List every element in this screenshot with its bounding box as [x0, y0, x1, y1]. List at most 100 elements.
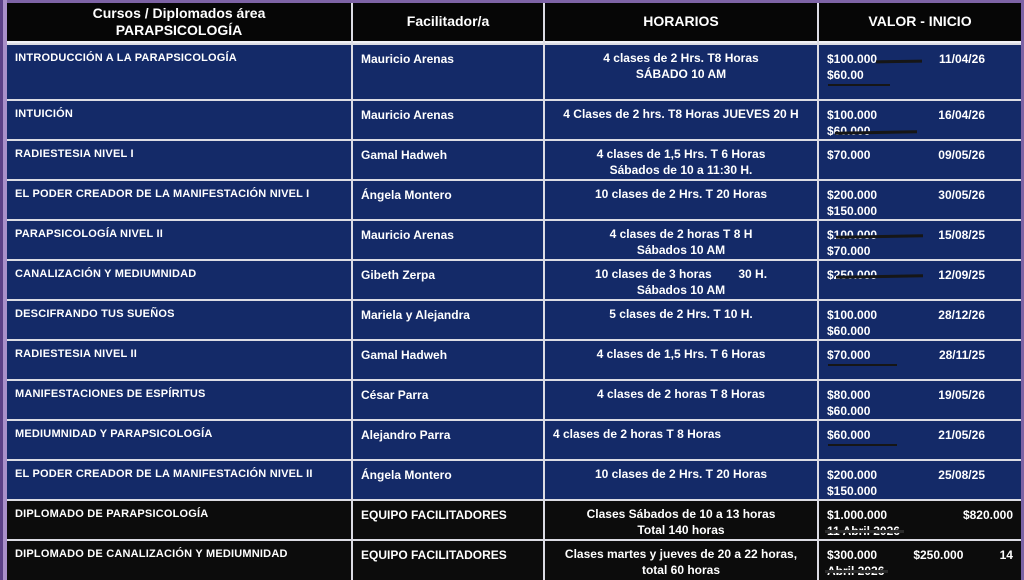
- schedule-line: 10 clases de 2 Hrs. T 20 Horas: [594, 187, 768, 201]
- price-value: $60.000: [827, 404, 871, 419]
- schedule-line: Clases martes y jueves de 20 a 22 horas,: [564, 547, 798, 561]
- price-value: 14: [999, 548, 1013, 562]
- start-date: 30/05/26: [938, 188, 985, 202]
- courses-table: Cursos / Diplomados área PARAPSICOLOGÍA …: [7, 3, 1021, 580]
- valor-line: $60.000: [827, 123, 1013, 139]
- valor-cell: $200.000 25/08/25 $150.000: [819, 461, 1021, 499]
- valor-line: 11 Abril 2026: [825, 523, 1013, 539]
- price-value: $100.000: [827, 52, 878, 66]
- header-courses-line1: Cursos / Diplomados área: [92, 4, 266, 21]
- schedule-line: 4 Clases de 2 hrs. T8 Horas JUEVES 20 H: [563, 107, 799, 121]
- valor-cell: $100.000 28/12/26 $60.000: [819, 301, 1021, 339]
- course-cell: MEDIUMNIDAD Y PARAPSICOLOGÍA: [7, 421, 351, 459]
- facilitator-cell: EQUIPO FACILITADORES: [353, 541, 543, 580]
- schedule-line: Total 140 horas: [637, 523, 725, 538]
- valor-line: $80.000 19/05/26: [827, 387, 1013, 403]
- facilitator-cell: César Parra: [353, 381, 543, 419]
- facilitator-cell: EQUIPO FACILITADORES: [353, 501, 543, 539]
- course-cell: PARAPSICOLOGÍA NIVEL II: [7, 221, 351, 259]
- facilitator-cell: Gamal Hadweh: [353, 141, 543, 179]
- schedule-line: 4 clases de 2 horas T 8 H: [609, 227, 753, 241]
- schedule-line: SÁBADO 10 AM: [635, 67, 727, 82]
- schedule-line: Sábados 10 AM: [636, 243, 726, 258]
- price-value: $60.00: [827, 68, 890, 87]
- course-cell: DESCIFRANDO TUS SUEÑOS: [7, 301, 351, 339]
- valor-line: $60.00: [827, 67, 1013, 87]
- facilitator-cell: Gibeth Zerpa: [353, 261, 543, 299]
- price-value: $300.000: [827, 548, 878, 562]
- header-facilitator: Facilitador/a: [353, 3, 543, 43]
- price-value: Abril 2026: [824, 564, 889, 579]
- schedule-cell: 10 clases de 3 horas 30 H. Sábados 10 AM: [545, 261, 817, 299]
- schedule-line: 10 clases de 3 horas 30 H.: [594, 267, 768, 281]
- course-cell: INTRODUCCIÓN A LA PARAPSICOLOGÍA: [7, 45, 351, 99]
- price-value: $100.000: [827, 108, 878, 122]
- valor-line: $70.000 28/11/25: [827, 347, 1013, 367]
- schedule-line: total 60 horas: [641, 563, 721, 578]
- start-date: 21/05/26: [938, 428, 985, 442]
- course-cell: EL PODER CREADOR DE LA MANIFESTACIÓN NIV…: [7, 181, 351, 219]
- price-value: $100.000: [827, 308, 878, 322]
- schedule-cell: 4 clases de 2 horas T 8 H Sábados 10 AM: [545, 221, 817, 259]
- schedule-line: 10 clases de 2 Hrs. T 20 Horas: [594, 467, 768, 481]
- valor-line: $100.000 15/08/25: [827, 227, 1013, 243]
- price-value: $250.000: [827, 268, 878, 282]
- start-date: 28/11/25: [938, 348, 985, 362]
- start-date: 15/08/25: [938, 228, 985, 242]
- schedule-line: 4 clases de 1,5 Hrs. T 6 Horas: [596, 347, 766, 361]
- valor-line: $1.000.000 $820.000: [827, 507, 1013, 523]
- valor-line: $300.000 $250.000 14: [827, 547, 1013, 563]
- schedule-line: Clases Sábados de 10 a 13 horas: [586, 507, 776, 521]
- header-facilitator-label: Facilitador/a: [406, 13, 490, 30]
- schedule-cell: 4 clases de 2 Hrs. T8 Horas SÁBADO 10 AM: [545, 45, 817, 99]
- valor-cell: $250.000 12/09/25: [819, 261, 1021, 299]
- schedule-line: 4 clases de 1,5 Hrs. T 6 Horas: [596, 147, 766, 161]
- valor-cell: $80.000 19/05/26 $60.000: [819, 381, 1021, 419]
- valor-cell: $60.000 21/05/26: [819, 421, 1021, 459]
- valor-line: $150.000: [827, 483, 1013, 499]
- schedule-line: Sábados 10 AM: [636, 283, 726, 298]
- price-value: $150.000: [827, 484, 878, 499]
- header-value: VALOR - INICIO: [819, 3, 1021, 43]
- valor-line: $250.000 12/09/25: [827, 267, 1013, 283]
- schedule-cell: 4 clases de 1,5 Hrs. T 6 Horas: [545, 341, 817, 379]
- valor-cell: $100.000 15/08/25 $70.000: [819, 221, 1021, 259]
- header-value-label: VALOR - INICIO: [868, 13, 972, 30]
- valor-line: $60.000 21/05/26: [827, 427, 1013, 447]
- valor-line: $60.000: [827, 403, 1013, 419]
- course-cell: RADIESTESIA NIVEL I: [7, 141, 351, 179]
- valor-cell: $1.000.000 $820.000 11 Abril 2026: [819, 501, 1021, 539]
- valor-line: Abril 2026: [824, 563, 1013, 579]
- schedule-line: 5 clases de 2 Hrs. T 10 H.: [609, 307, 753, 321]
- header-schedule: HORARIOS: [545, 3, 817, 43]
- schedule-cell: 10 clases de 2 Hrs. T 20 Horas: [545, 181, 817, 219]
- start-date: 16/04/26: [938, 108, 985, 122]
- price-value: $80.000: [827, 388, 871, 402]
- price-value: $1.000.000: [827, 508, 888, 522]
- valor-cell: $100.000 16/04/26 $60.000: [819, 101, 1021, 139]
- price-value: $150.000: [827, 204, 878, 219]
- valor-cell: $200.000 30/05/26 $150.000: [819, 181, 1021, 219]
- course-cell: CANALIZACIÓN Y MEDIUMNIDAD: [7, 261, 351, 299]
- start-date: 12/09/25: [938, 268, 985, 282]
- course-cell: INTUICIÓN: [7, 101, 351, 139]
- course-cell: RADIESTESIA NIVEL II: [7, 341, 351, 379]
- header-schedule-label: HORARIOS: [643, 13, 719, 30]
- facilitator-cell: Alejandro Parra: [353, 421, 543, 459]
- valor-cell: $100.000 11/04/26 $60.00: [819, 45, 1021, 99]
- valor-line: $100.000 11/04/26: [827, 51, 1013, 67]
- valor-line: $100.000 16/04/26: [827, 107, 1013, 123]
- price-value: $100.000: [827, 228, 878, 242]
- course-cell: DIPLOMADO DE CANALIZACIÓN Y MEDIUMNIDAD: [7, 541, 351, 580]
- start-date: 09/05/26: [938, 148, 985, 162]
- valor-line: $150.000: [827, 203, 1013, 219]
- facilitator-cell: Mariela y Alejandra: [353, 301, 543, 339]
- valor-line: $100.000 28/12/26: [827, 307, 1013, 323]
- price-value: $820.000: [962, 508, 1013, 522]
- facilitator-cell: Ángela Montero: [353, 461, 543, 499]
- header-courses-line2: PARAPSICOLOGÍA: [115, 22, 243, 38]
- start-date: 11/04/26: [938, 52, 985, 66]
- schedule-cell: 10 clases de 2 Hrs. T 20 Horas: [545, 461, 817, 499]
- facilitator-cell: Ángela Montero: [353, 181, 543, 219]
